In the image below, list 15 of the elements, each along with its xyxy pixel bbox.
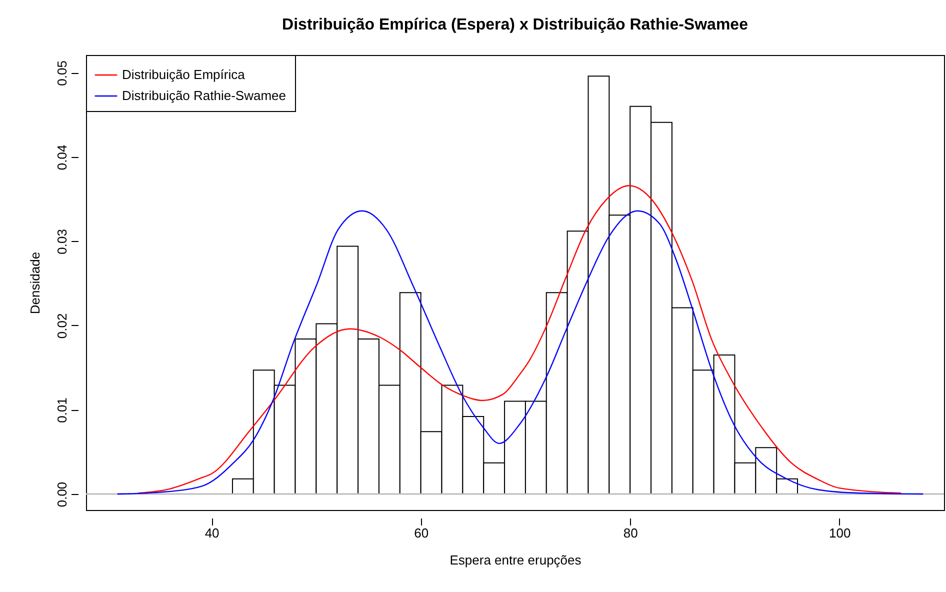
x-tick-label: 80 [623, 526, 638, 540]
y-tick-label: 0.00 [54, 482, 70, 508]
y-tick-label: 0.05 [54, 60, 70, 86]
y-tick-label: 0.01 [54, 398, 70, 423]
x-tick-label: 40 [204, 526, 220, 540]
x-tick-label: 100 [829, 526, 851, 540]
y-tick-label: 0.03 [54, 229, 70, 254]
chart-title: Distribuição Empírica (Espera) x Distribuição Rathie-Swamee [282, 16, 748, 34]
x-axis-title: Espera entre erupções [450, 552, 582, 568]
y-tick-label: 0.02 [54, 313, 70, 339]
y-axis-title: Densidade [28, 252, 42, 314]
legend-label: Distribuição Rathie-Swamee [122, 88, 286, 103]
legend-label: Distribuição Empírica [122, 67, 246, 82]
x-tick-label: 60 [414, 526, 429, 540]
y-tick-label: 0.04 [54, 144, 70, 170]
